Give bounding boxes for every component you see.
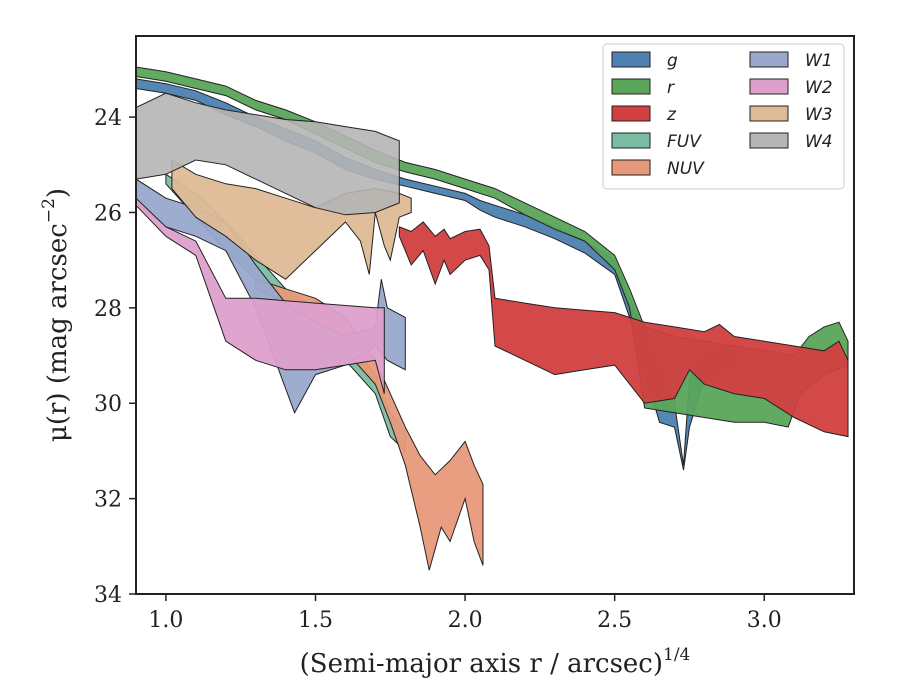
legend-swatch-w3 [749, 105, 789, 122]
y-axis: 24 26 28 30 32 34 [94, 106, 136, 608]
legend-label-g: g [667, 51, 678, 71]
x-axis-label: (Semi-major axis r / arcsec)1/4 [300, 645, 691, 679]
x-axis-label-exponent: 1/4 [663, 645, 690, 665]
y-tick-label: 32 [94, 488, 122, 513]
legend-label-nuv: NUV [667, 159, 705, 179]
legend-items: grz FUV NUV W1 W2 W3 W4 [611, 51, 833, 179]
plot-frame [135, 35, 855, 595]
x-tick-label: 1.0 [148, 608, 183, 633]
legend-swatch-fuv [611, 132, 651, 149]
series-band-w4 [136, 92, 400, 216]
legend-label-z: z [666, 105, 677, 125]
legend-swatch-r [611, 78, 651, 95]
x-tick-label: 3.0 [747, 608, 782, 633]
y-axis-label-exponent: −2 [39, 198, 59, 223]
series-layer [136, 66, 849, 571]
legend-label-w3: W3 [805, 105, 833, 125]
y-tick-label: 28 [94, 297, 122, 322]
legend-swatch-w1 [749, 51, 789, 68]
y-tick-label: 30 [94, 392, 122, 417]
legend-label-w1: W1 [805, 51, 833, 71]
y-axis-label: μ(r) (mag arcsec−2) [39, 188, 73, 442]
x-tick-label: 1.5 [298, 608, 333, 633]
legend-swatch-w2 [749, 78, 789, 95]
y-axis-label-text: μ(r) (mag arcsec [43, 223, 73, 442]
legend-label-w4: W4 [805, 132, 833, 152]
y-tick-label: 24 [94, 106, 122, 131]
x-axis-label-text: (Semi-major axis r / arcsec) [300, 649, 663, 679]
legend-label-w2: W2 [805, 78, 833, 98]
series-band-z [398, 221, 849, 438]
y-axis-label-close: ) [43, 188, 73, 198]
legend-label-r: r [667, 78, 675, 98]
y-tick-label: 34 [94, 583, 122, 608]
x-tick-label: 2.0 [448, 608, 483, 633]
legend-swatch-nuv [611, 159, 651, 176]
x-axis: 1.0 1.5 2.0 2.5 3.0 [148, 594, 782, 633]
legend-label-fuv: FUV [667, 132, 702, 152]
x-tick-label: 2.5 [597, 608, 632, 633]
legend-swatch-w4 [749, 132, 789, 149]
legend: grz FUV NUV W1 W2 W3 W4 [602, 43, 845, 190]
series-band-w2 [136, 197, 385, 394]
y-tick-label: 26 [94, 201, 122, 226]
series-band-w3 [171, 159, 412, 280]
legend-swatch-g [611, 51, 651, 68]
legend-swatch-z [611, 105, 651, 122]
